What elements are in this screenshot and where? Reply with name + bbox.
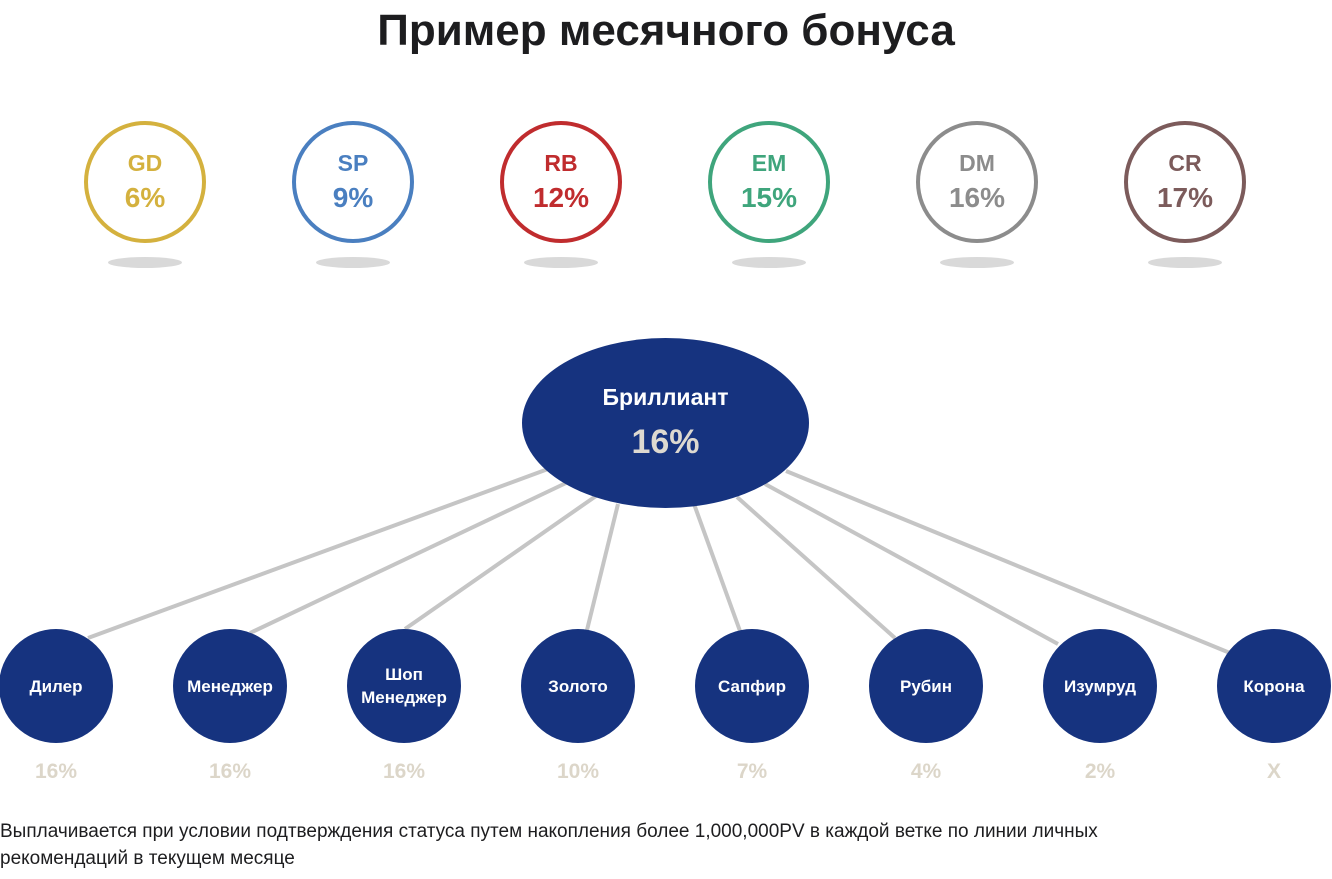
level-ring-circle: RB 12% xyxy=(500,121,622,243)
rank-node-name: Корона xyxy=(1243,676,1305,696)
connector-line xyxy=(87,467,549,640)
level-code: CR xyxy=(1168,150,1202,176)
rank-percent: 10% xyxy=(556,760,600,783)
rank-node-name: Дилер xyxy=(29,676,83,696)
rank-node-name: Рубин xyxy=(899,676,952,696)
rank-node: Изумруд xyxy=(1043,629,1157,743)
level-percent: 12% xyxy=(532,182,590,213)
rank-node: Рубин xyxy=(869,629,983,743)
level-percent: 16% xyxy=(948,182,1006,213)
connector-line xyxy=(692,503,742,632)
ring-shadow xyxy=(732,257,806,268)
rank-node: Шоп Менеджер xyxy=(347,629,461,743)
rank-node: Сапфир xyxy=(695,629,809,743)
level-code: RB xyxy=(544,150,578,176)
footnote: Выплачивается при условии подтверждения … xyxy=(0,821,1098,869)
connector-line xyxy=(249,481,567,635)
level-code: SP xyxy=(337,150,369,176)
level-percent: 17% xyxy=(1156,182,1214,213)
rank-node-name: Сапфир xyxy=(718,676,786,696)
rank-node-name: Шоп Менеджер xyxy=(361,665,447,707)
rank-node: Корона xyxy=(1217,629,1331,743)
level-ring-rb: RB 12% xyxy=(496,121,626,268)
rank-percent: 16% xyxy=(208,760,252,783)
level-ring-circle: DM 16% xyxy=(916,121,1038,243)
rank-percent: 7% xyxy=(736,760,768,783)
level-ring-circle: EM 15% xyxy=(708,121,830,243)
level-ring-circle: CR 17% xyxy=(1124,121,1246,243)
level-ring-circle: GD 6% xyxy=(84,121,206,243)
connector-line xyxy=(764,482,1059,646)
rank-percent: 2% xyxy=(1084,760,1116,783)
level-ring-cr: CR 17% xyxy=(1120,121,1250,268)
rank-percent: 4% xyxy=(910,760,942,783)
rank-node: Дилер xyxy=(0,629,113,743)
root-node-percent: 16% xyxy=(631,423,700,461)
ring-shadow xyxy=(1148,257,1222,268)
level-percent: 9% xyxy=(332,182,374,213)
level-ring-sp: SP 9% xyxy=(288,121,418,268)
ring-shadow xyxy=(316,257,390,268)
root-node: Бриллиант 16% xyxy=(522,338,809,508)
level-code: DM xyxy=(959,150,995,176)
level-code: EM xyxy=(751,150,787,176)
rank-node: Золото xyxy=(521,629,635,743)
rank-node-name: Изумруд xyxy=(1063,676,1137,696)
rank-node-name: Менеджер xyxy=(187,676,273,696)
page-title: Пример месячного бонуса xyxy=(377,6,955,55)
rank-percent: 16% xyxy=(382,760,426,783)
level-percent: 6% xyxy=(124,182,166,213)
ring-shadow xyxy=(940,257,1014,268)
level-code: GD xyxy=(127,150,163,176)
connector-line xyxy=(585,503,620,631)
rank-node: Менеджер xyxy=(173,629,287,743)
level-ring-circle: SP 9% xyxy=(292,121,414,243)
ring-shadow xyxy=(108,257,182,268)
level-percent: 15% xyxy=(740,182,798,213)
connector-line xyxy=(735,495,897,640)
connector-line xyxy=(785,469,1231,655)
level-ring-dm: DM 16% xyxy=(912,121,1042,268)
connector-line xyxy=(403,494,598,631)
root-node-name: Бриллиант xyxy=(602,384,729,410)
ring-shadow xyxy=(524,257,598,268)
rank-node-name: Золото xyxy=(548,676,608,696)
level-ring-gd: GD 6% xyxy=(80,121,210,268)
rank-percent: X xyxy=(1266,760,1281,783)
rank-percent: 16% xyxy=(34,760,78,783)
level-ring-em: EM 15% xyxy=(704,121,834,268)
